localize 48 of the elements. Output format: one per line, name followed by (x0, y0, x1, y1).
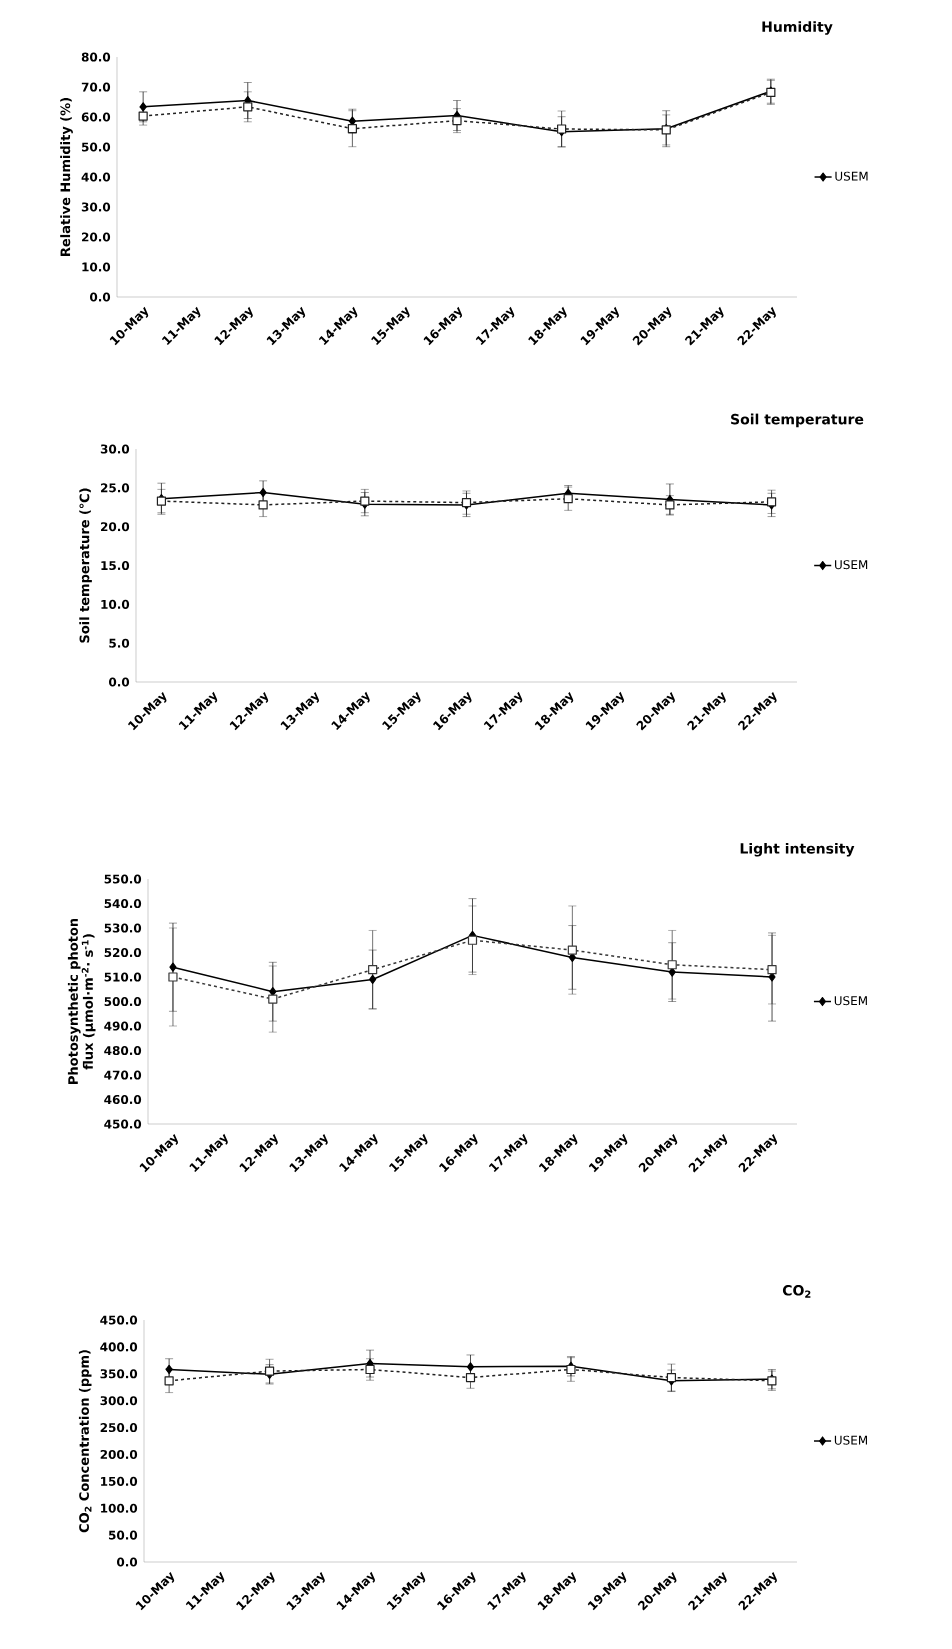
legend-label: USEM (835, 171, 868, 181)
y-tick-label: 15.0 (101, 560, 130, 571)
y-tick-label: 5.0 (109, 638, 130, 648)
y-tick-label: 520.0 (104, 947, 142, 958)
y-tick-label: 490.0 (104, 1021, 142, 1031)
y-tick-label: 70.0 (81, 82, 111, 92)
y-tick-label: 400.0 (100, 1342, 138, 1352)
y-tick-label: 450.0 (100, 1315, 138, 1325)
y-tick-label: 30.0 (81, 202, 111, 212)
y-tick-label: 25.0 (101, 483, 130, 493)
y-tick-label: 460.0 (104, 1094, 142, 1105)
y-tick-label: 510.0 (104, 972, 142, 982)
y-tick-label: 250.0 (100, 1423, 138, 1433)
y-tick-label: 30.0 (100, 444, 130, 454)
y-tick-label: 150.0 (101, 1476, 138, 1486)
y-tick-label: 20.0 (82, 232, 111, 242)
legend-label: USEM (834, 996, 867, 1006)
y-tick-label: 40.0 (81, 172, 111, 182)
y-tick-label: 50.0 (81, 142, 111, 152)
y-tick-label: 60.0 (81, 112, 111, 122)
y-tick-label: 450.0 (104, 1119, 142, 1129)
y-tick-label: 350.0 (100, 1369, 138, 1379)
legend-label: USEM (834, 1435, 867, 1445)
y-tick-label: 200.0 (100, 1449, 138, 1459)
y-tick-label: 530.0 (104, 923, 142, 933)
y-axis-title: CO$_{2}$ Concentration (ppm) (78, 1350, 92, 1533)
y-tick-label: 470.0 (104, 1070, 142, 1080)
chart-title: Soil temperature (731, 413, 864, 428)
y-tick-label: 0.0 (89, 292, 111, 302)
y-tick-label: 550.0 (104, 874, 142, 884)
chart-title: CO$_{2}$ (782, 1285, 811, 1298)
chart-title: Humidity (762, 21, 833, 35)
y-tick-label: 80.0 (81, 52, 111, 62)
y-tick-label: 540.0 (104, 898, 142, 909)
y-axis-title: Relative Humidity (%) (60, 98, 73, 256)
y-tick-label: 0.0 (116, 1557, 138, 1567)
legend-label: USEM (835, 560, 868, 570)
y-tick-label: 0.0 (108, 677, 130, 687)
y-tick-label: 100.0 (101, 1503, 138, 1513)
y-tick-label: 500.0 (104, 996, 142, 1007)
y-tick-label: 10.0 (101, 599, 130, 609)
y-tick-label: 10.0 (82, 262, 111, 272)
y-tick-label: 480.0 (104, 1045, 142, 1056)
y-tick-label: 300.0 (100, 1396, 138, 1406)
y-axis-title: Soil temperature (℃) (79, 488, 92, 643)
chart-title: Light intensity (740, 842, 855, 857)
y-tick-label: 50.0 (108, 1530, 138, 1540)
y-tick-label: 20.0 (101, 522, 130, 532)
